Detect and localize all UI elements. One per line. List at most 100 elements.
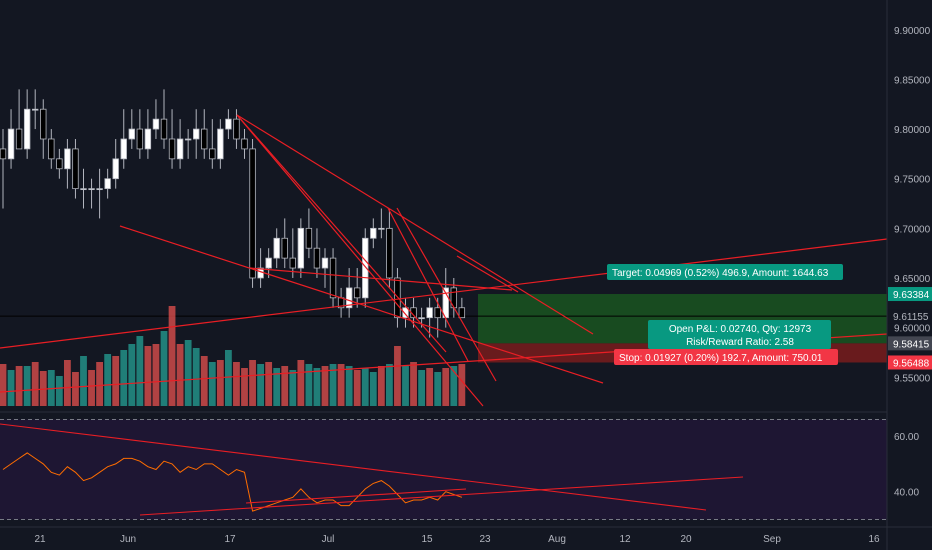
price-tag-label: 9.58415	[893, 339, 930, 350]
trendline	[0, 238, 888, 349]
volume-bar	[7, 370, 15, 406]
volume-bar	[128, 344, 136, 406]
candle-body	[184, 138, 192, 141]
volume-bar	[305, 364, 313, 406]
candle-body	[386, 227, 393, 279]
price-tick-label: 9.85000	[894, 75, 931, 86]
time-tick-label: 20	[680, 534, 692, 545]
volume-bar	[216, 360, 224, 406]
candle-body	[0, 148, 7, 160]
volume-bar	[249, 360, 256, 406]
candle-body	[353, 287, 361, 299]
candle-body	[32, 108, 39, 111]
price-tick-label: 9.70000	[894, 224, 931, 235]
volume-bar	[442, 368, 450, 406]
volume-bar	[289, 370, 297, 406]
volume-bar	[160, 331, 168, 406]
volume-bar	[337, 364, 345, 406]
stop-label: Stop: 0.01927 (0.20%) 192.7, Amount: 750…	[619, 353, 823, 364]
trendline-drawings[interactable]	[0, 114, 888, 407]
volume-bar	[72, 372, 79, 406]
volume-bar	[281, 366, 289, 406]
volume-bar	[208, 362, 216, 406]
volume-bar	[313, 368, 321, 406]
candle-body	[104, 178, 111, 190]
candle-body	[192, 128, 200, 140]
time-tick-label: Jul	[322, 534, 335, 545]
candle-body	[64, 148, 71, 170]
volume-bar	[55, 376, 63, 406]
time-tick-label: Jun	[120, 534, 136, 545]
candle-body	[458, 307, 466, 319]
volume-bar	[434, 372, 442, 406]
time-tick-label: 16	[868, 534, 880, 545]
candle-body	[249, 148, 256, 279]
candle-body	[88, 188, 95, 191]
volume-bar	[233, 362, 240, 406]
volume-bar	[200, 356, 208, 406]
candle-body	[345, 287, 353, 309]
volume-bar	[104, 354, 112, 406]
price-tag	[888, 355, 932, 370]
volume-bar	[241, 368, 248, 406]
candle-body	[225, 118, 232, 130]
price-tick-label: 9.65000	[894, 274, 931, 285]
risk-reward-label: Risk/Reward Ratio: 2.58	[686, 337, 794, 348]
volume-bar	[402, 366, 409, 406]
volume-bar	[176, 344, 184, 406]
candle-body	[273, 237, 280, 259]
volume-bar	[273, 368, 281, 406]
volume-bar	[136, 336, 144, 406]
price-tick-label: 9.60000	[894, 324, 931, 335]
volume-bar	[31, 362, 39, 406]
position-labels[interactable]: Target: 0.04969 (0.52%) 496.9, Amount: 1…	[607, 264, 843, 365]
candle-body	[128, 128, 135, 140]
volume-bar	[386, 364, 393, 406]
candle-body	[233, 118, 240, 140]
volume-bar	[184, 340, 192, 406]
volume-bar	[120, 350, 128, 406]
price-candles[interactable]	[0, 89, 466, 338]
time-tick-label: 21	[34, 534, 46, 545]
candle-body	[176, 138, 184, 160]
volume-bar	[168, 306, 176, 406]
volume-bar	[353, 370, 361, 406]
candle-body	[297, 227, 305, 269]
volume-bar	[88, 370, 95, 406]
candle-body	[378, 227, 385, 230]
volume-bar	[377, 366, 385, 406]
time-tick-label: 12	[619, 534, 631, 545]
target-label: Target: 0.04969 (0.52%) 496.9, Amount: 1…	[612, 268, 829, 279]
volume-bar	[418, 370, 425, 406]
candle-body	[7, 128, 15, 160]
candle-body	[72, 148, 79, 190]
rsi-trendline	[139, 476, 744, 516]
time-tick-label: 15	[421, 534, 433, 545]
volume-bar	[192, 348, 200, 406]
candle-body	[434, 307, 441, 319]
candle-body	[201, 128, 208, 150]
volume-bar	[80, 356, 87, 406]
price-tag	[888, 287, 932, 302]
time-tick-label: 23	[479, 534, 491, 545]
candle-body	[152, 118, 160, 130]
candle-body	[305, 227, 313, 249]
time-tick-label: Sep	[763, 534, 781, 545]
candle-body	[329, 257, 337, 299]
volume-bar	[96, 362, 103, 406]
volume-bar	[47, 370, 55, 406]
time-tick-label: Aug	[548, 534, 566, 545]
volume-bar	[394, 346, 401, 406]
candle-body	[321, 257, 329, 269]
candle-body	[217, 128, 224, 160]
rsi-panel	[0, 411, 887, 525]
volume-bar	[39, 371, 47, 406]
trendline	[396, 207, 497, 382]
pnl-label: Open P&L: 0.02740, Qty: 12973	[669, 324, 812, 335]
candle-body	[15, 128, 23, 150]
volume-bar	[297, 360, 305, 406]
rsi-line	[2, 452, 463, 512]
volume-bar	[112, 356, 120, 406]
